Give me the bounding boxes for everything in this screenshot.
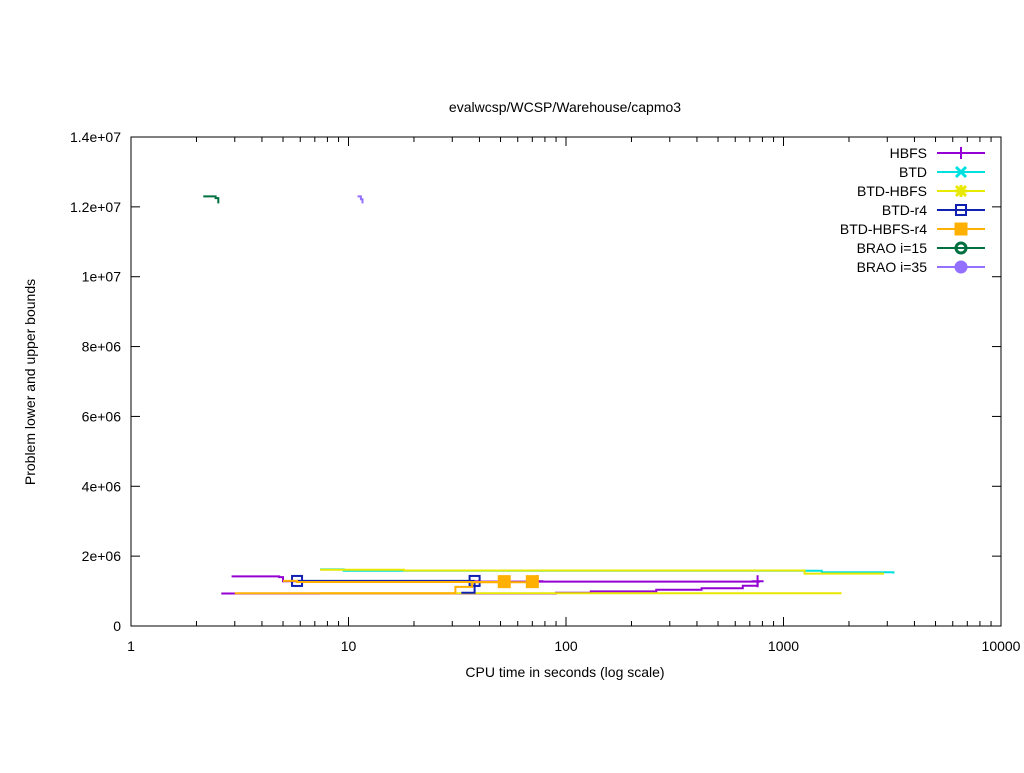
legend-label: BTD <box>899 164 927 180</box>
legend-swatch-marker <box>954 165 968 179</box>
x-axis-ticks: 1 10 100 1000 10000 <box>127 137 1021 654</box>
x-tick-label: 100 <box>554 638 578 654</box>
legend-label: BTD-r4 <box>882 202 927 218</box>
plot-frame <box>130 136 1002 627</box>
series-point <box>525 575 539 589</box>
series-line-upper <box>357 195 364 204</box>
x-tick-label: 10 <box>341 638 357 654</box>
y-tick-label: 1.4e+07 <box>70 129 121 145</box>
legend-label: BRAO i=15 <box>857 240 928 256</box>
legend-entry: BTD-HBFS <box>857 183 985 199</box>
legend-label: BRAO i=35 <box>857 259 928 275</box>
series-point <box>497 575 511 589</box>
y-tick-label: 1.2e+07 <box>70 199 121 215</box>
legend-label: HBFS <box>890 145 927 161</box>
series-line-lower <box>461 580 476 594</box>
series-brao-i-35 <box>357 195 364 204</box>
legend-entry: BTD <box>899 164 985 180</box>
y-tick-label: 1e+07 <box>82 269 122 285</box>
legend-swatch-marker <box>954 260 968 274</box>
series-line-lower <box>234 581 505 595</box>
series-line-upper <box>203 195 220 204</box>
y-tick-label: 2e+06 <box>82 548 122 564</box>
series-point <box>468 574 481 587</box>
series-point <box>751 575 764 588</box>
y-tick-label: 6e+06 <box>82 408 122 424</box>
y-axis-label: Problem lower and upper bounds <box>22 279 38 485</box>
legend-swatch-marker <box>954 222 968 236</box>
x-tick-label: 1 <box>127 638 135 654</box>
legend-entry: HBFS <box>890 145 985 161</box>
legend-entry: BRAO i=15 <box>857 240 985 256</box>
y-axis-ticks: 0 2e+06 4e+06 6e+06 8e+06 1e+07 1.2e+07 1.4e+07 <box>70 129 1001 634</box>
y-tick-label: 0 <box>113 618 121 634</box>
legend: HBFS BTD BTD-HBFS BTD-r4 BTD-HBFS-r4 BRAO i=1… <box>840 145 985 275</box>
series-btd-r4 <box>291 574 481 594</box>
legend-swatch-marker <box>955 147 967 159</box>
legend-swatch-marker <box>955 204 967 216</box>
x-tick-label: 1000 <box>768 638 799 654</box>
legend-label: BTD-HBFS-r4 <box>840 221 927 237</box>
y-tick-label: 8e+06 <box>82 339 122 355</box>
series-btd-hbfs-r4 <box>234 575 539 595</box>
series-brao-i-15 <box>203 195 220 204</box>
legend-entry: BRAO i=35 <box>857 259 985 275</box>
series-layer <box>203 195 895 595</box>
legend-swatch-marker <box>954 184 968 198</box>
x-tick-label: 10000 <box>982 638 1021 654</box>
x-axis-label: CPU time in seconds (log scale) <box>465 664 664 680</box>
legend-swatch-marker <box>954 241 968 255</box>
legend-label: BTD-HBFS <box>857 183 927 199</box>
legend-entry: BTD-HBFS-r4 <box>840 221 985 237</box>
y-tick-label: 4e+06 <box>82 478 122 494</box>
legend-entry: BTD-r4 <box>882 202 985 218</box>
chart-title: evalwcsp/WCSP/Warehouse/capmo3 <box>449 99 681 115</box>
series-line-upper <box>320 568 885 575</box>
